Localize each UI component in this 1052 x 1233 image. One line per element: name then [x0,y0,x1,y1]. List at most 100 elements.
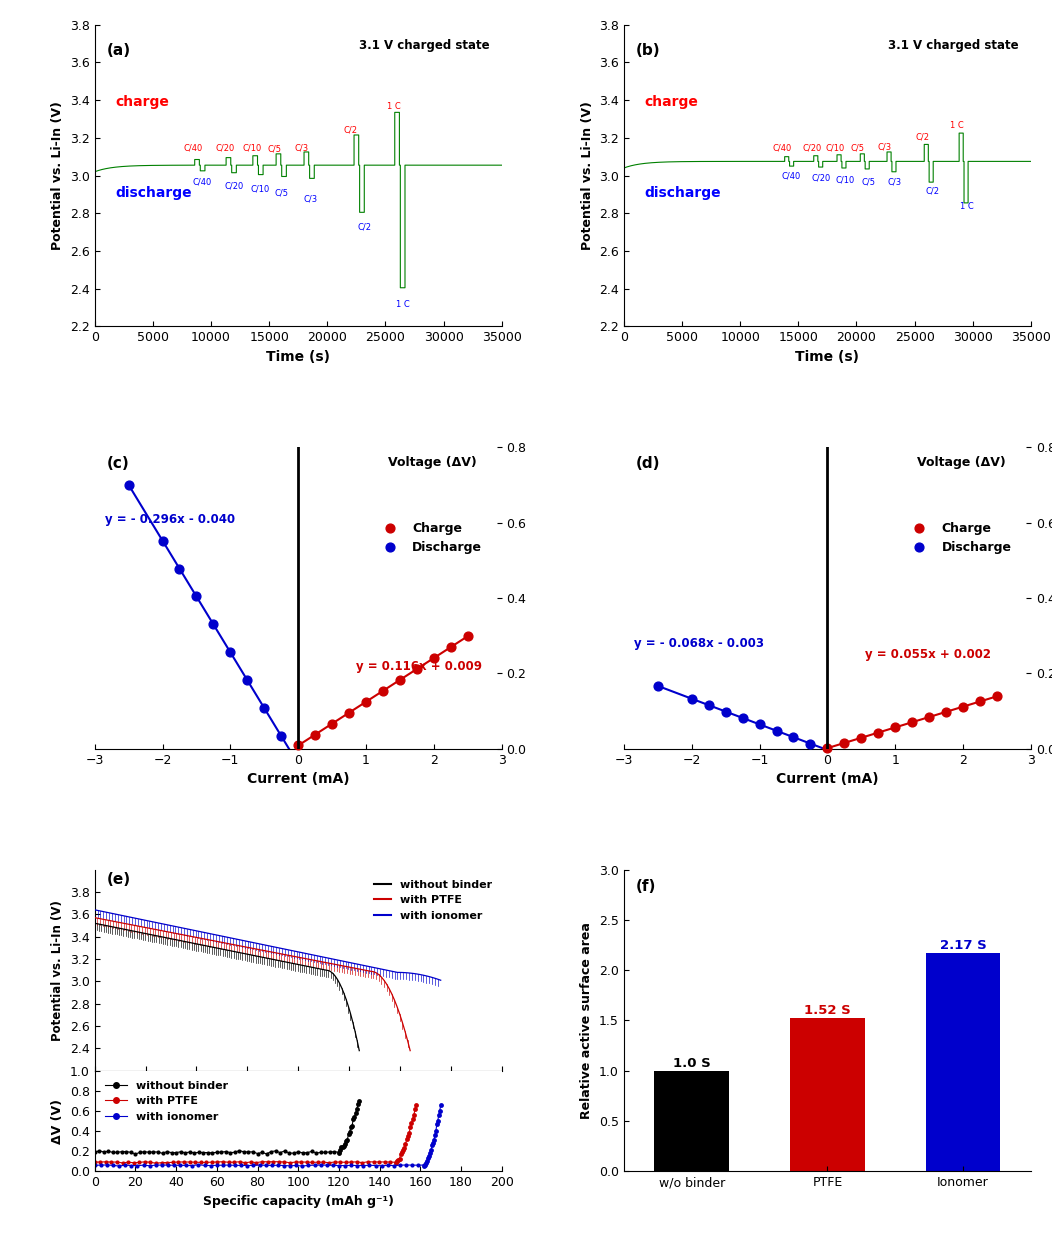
Point [937,702,954,721]
Text: 1.0 S: 1.0 S [673,1057,710,1070]
Text: (f): (f) [636,879,656,894]
Point [188,587,205,607]
Point [649,676,666,695]
Point [443,637,460,657]
Point [751,714,768,734]
Text: C/10: C/10 [835,175,854,185]
Legend: without binder, with PTFE, with ionomer: without binder, with PTFE, with ionomer [369,875,497,925]
Point [717,702,734,721]
Point [289,736,306,756]
Point [341,703,358,723]
Text: (d): (d) [636,456,661,471]
Point [154,530,170,550]
Text: 1 C: 1 C [396,300,410,309]
Text: C/3: C/3 [295,144,309,153]
Point [701,695,717,715]
X-axis label: Specific capacity (mAh g⁻¹): Specific capacity (mAh g⁻¹) [203,1195,393,1208]
Point [425,649,442,668]
Point [307,725,324,745]
Text: 1 C: 1 C [950,121,964,131]
Text: C/10: C/10 [250,185,269,194]
Y-axis label: Potential vs. Li-In (V): Potential vs. Li-In (V) [581,101,593,250]
Point [272,726,289,746]
Point [920,708,937,727]
Text: C/5: C/5 [851,144,865,153]
Text: y = 0.055x + 0.002: y = 0.055x + 0.002 [865,649,991,661]
Text: C/20: C/20 [216,144,235,153]
Text: C/5: C/5 [862,178,875,186]
Text: C/3: C/3 [304,195,318,203]
Point [972,692,989,711]
Text: y = - 0.296x - 0.040: y = - 0.296x - 0.040 [105,513,235,525]
Point [870,723,887,742]
Text: C/2: C/2 [916,133,930,142]
Point [375,681,391,700]
Text: y = - 0.068x - 0.003: y = - 0.068x - 0.003 [634,637,764,650]
Text: y = 0.116x + 0.009: y = 0.116x + 0.009 [356,660,482,673]
Text: 1 C: 1 C [387,102,401,111]
Text: C/3: C/3 [877,142,891,150]
X-axis label: Current (mA): Current (mA) [776,772,878,787]
Point [802,734,818,753]
X-axis label: Current (mA): Current (mA) [247,772,349,787]
Text: C/10: C/10 [242,144,261,153]
Text: C/40: C/40 [782,171,801,181]
Point [171,559,188,578]
Y-axis label: Potential vs. Li-In (V): Potential vs. Li-In (V) [52,101,64,250]
Y-axis label: Potential vs. Li-In (V): Potential vs. Li-In (V) [52,900,64,1041]
Text: discharge: discharge [115,186,191,200]
Y-axis label: Relative active surface area: Relative active surface area [581,922,593,1118]
Point [768,721,785,741]
Text: 2.17 S: 2.17 S [939,940,987,952]
Point [684,689,701,709]
X-axis label: Time (s): Time (s) [266,350,330,364]
Text: 1 C: 1 C [960,202,974,211]
Y-axis label: ΔV (V): ΔV (V) [52,1099,64,1143]
Point [460,626,477,646]
Point [239,671,256,690]
Point [989,687,1006,707]
Text: C/5: C/5 [275,189,289,197]
Point [955,697,972,716]
Text: C/3: C/3 [888,178,902,186]
Text: (e): (e) [107,872,132,887]
Text: C/40: C/40 [184,144,203,153]
Text: (c): (c) [107,456,129,471]
Text: C/5: C/5 [268,144,282,154]
Text: C/2: C/2 [358,223,371,232]
Text: C/2: C/2 [344,125,358,134]
Text: charge: charge [115,95,169,110]
Point [820,739,836,758]
Text: C/40: C/40 [772,144,792,153]
Text: 3.1 V charged state: 3.1 V charged state [888,38,1018,52]
Text: Voltage (ΔV): Voltage (ΔV) [917,456,1006,470]
Text: C/20: C/20 [803,144,822,153]
Point [205,614,222,634]
Point [853,727,870,747]
Point [785,727,802,747]
Text: 1.52 S: 1.52 S [804,1005,851,1017]
Point [358,692,375,711]
Point [408,660,425,679]
Point [904,713,920,732]
Text: C/20: C/20 [225,181,244,190]
Point [887,718,904,737]
Point [836,734,853,753]
Point [222,642,239,662]
Text: C/2: C/2 [925,187,939,196]
Point [734,708,751,727]
Legend: Charge, Discharge: Charge, Discharge [372,517,487,559]
Legend: without binder, with PTFE, with ionomer: without binder, with PTFE, with ionomer [100,1076,232,1126]
Text: 3.1 V charged state: 3.1 V charged state [359,38,489,52]
Point [120,475,137,494]
Legend: Charge, Discharge: Charge, Discharge [902,517,1016,559]
Point [324,714,341,734]
Bar [926,953,1000,1171]
Point [256,698,272,718]
Text: (a): (a) [107,43,132,58]
Bar [654,1070,729,1171]
Text: C/20: C/20 [812,174,831,182]
Text: discharge: discharge [644,186,721,200]
Text: charge: charge [644,95,699,110]
Text: (b): (b) [636,43,661,58]
